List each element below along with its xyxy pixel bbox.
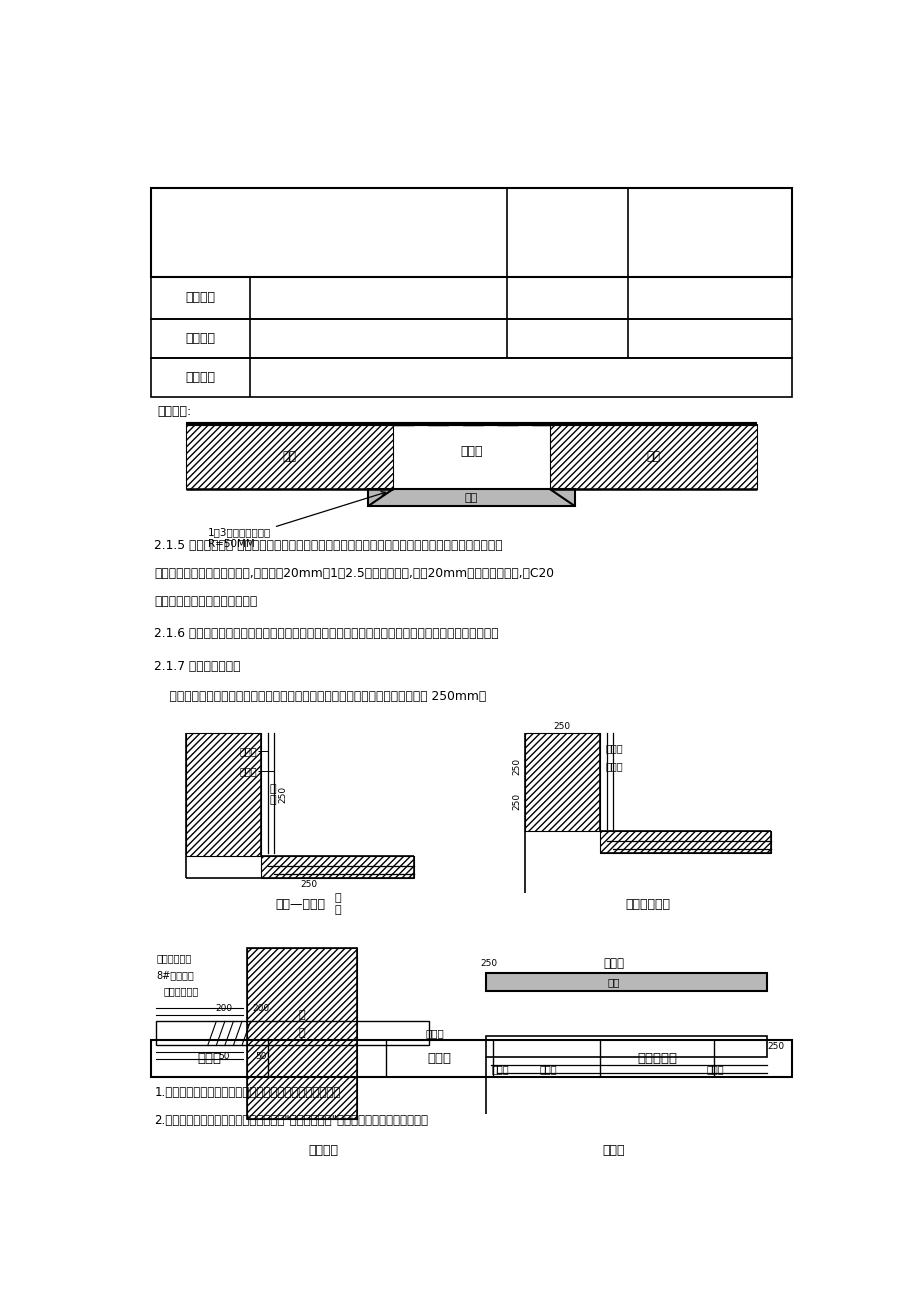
Text: 后浇带: 后浇带 xyxy=(460,445,482,458)
Text: 250: 250 xyxy=(301,880,317,888)
Bar xyxy=(186,424,392,490)
Text: 1：3水泥砂浆抹圆弧
R=50MM: 1：3水泥砂浆抹圆弧 R=50MM xyxy=(208,492,385,548)
Bar xyxy=(151,1040,791,1077)
Text: 聚氨酯密封膏: 聚氨酯密封膏 xyxy=(156,953,191,963)
Text: 外墙: 外墙 xyxy=(282,450,296,464)
Bar xyxy=(485,1036,766,1056)
Text: 250: 250 xyxy=(511,758,520,776)
Bar xyxy=(151,189,791,276)
Bar xyxy=(246,948,357,1118)
Text: 2.1.7 卷材附加层铺贴: 2.1.7 卷材附加层铺贴 xyxy=(154,660,241,673)
Text: 2.当做分项工程施工技术交底时，应填写"分项工程名称"栏，其它技术交底可不填写。: 2.当做分项工程施工技术交底时，应填写"分项工程名称"栏，其它技术交底可不填写。 xyxy=(154,1113,427,1126)
Bar xyxy=(261,855,414,878)
Text: 附加层: 附加层 xyxy=(491,1065,508,1074)
Bar xyxy=(368,490,574,506)
Bar xyxy=(599,831,770,853)
Text: 时凿除至混凝土密实部位为止,深度小于20mm用1：2.5水泥砂浆抹光,大于20mm时凿成向下斜口,用C20: 时凿除至混凝土密实部位为止,深度小于20mm用1：2.5水泥砂浆抹光,大于20m… xyxy=(154,568,553,581)
Text: 后浇带: 后浇带 xyxy=(602,1143,625,1156)
Text: 2.1.6 涂刷冷底子油：沿外墙面（至地下一层顶板）满刷冷底子油，涂刷要均匀，以结构不漏底为准。: 2.1.6 涂刷冷底子油：沿外墙面（至地下一层顶板）满刷冷底子油，涂刷要均匀，以… xyxy=(154,628,498,641)
Text: 后浇带: 后浇带 xyxy=(603,957,624,970)
Text: 盖板: 盖板 xyxy=(464,492,478,503)
Bar xyxy=(525,733,599,831)
Bar xyxy=(246,948,357,1118)
Text: 交底内容:: 交底内容: xyxy=(158,405,192,418)
Text: 250: 250 xyxy=(766,1042,784,1051)
Bar xyxy=(151,358,791,397)
Text: 盖板: 盖板 xyxy=(607,978,619,987)
Text: 1.本表由施工单位填写，交底单位与接受交底单位各保存。: 1.本表由施工单位填写，交底单位与接受交底单位各保存。 xyxy=(154,1086,340,1099)
Text: 结构墙阴阳角: 结构墙阴阳角 xyxy=(625,898,670,911)
Text: 交底人: 交底人 xyxy=(427,1052,451,1065)
Text: 卷材层: 卷材层 xyxy=(240,746,257,755)
Text: 细石混凝土浇筑密实，并养护。: 细石混凝土浇筑密实，并养护。 xyxy=(154,595,257,608)
Text: 250: 250 xyxy=(278,786,287,803)
Text: 8#铅丝绑扎: 8#铅丝绑扎 xyxy=(156,970,194,980)
Text: 50: 50 xyxy=(218,1052,230,1061)
Bar xyxy=(156,1022,428,1046)
Text: 工程名称: 工程名称 xyxy=(186,292,215,305)
Text: 交底提要: 交底提要 xyxy=(186,371,215,384)
Text: 附加层: 附加层 xyxy=(240,766,257,776)
Bar xyxy=(186,733,261,855)
Text: 250: 250 xyxy=(553,723,571,732)
Text: 施工单位: 施工单位 xyxy=(186,332,215,345)
Text: 审核人: 审核人 xyxy=(198,1052,221,1065)
Text: 2.1.5 其它细部处理 墙表面气泡孔等部位采用素水泥浆封闭。起砂、漏浆等部位及局部若有松散混凝土: 2.1.5 其它细部处理 墙表面气泡孔等部位采用素水泥浆封闭。起砂、漏浆等部位及… xyxy=(154,539,503,552)
Bar xyxy=(550,424,755,490)
Text: （刷防锈漆）: （刷防锈漆） xyxy=(164,987,199,996)
Text: 200: 200 xyxy=(253,1004,269,1013)
Text: 外: 外 xyxy=(299,1010,305,1021)
Text: 阴阳角、转角处、后浇带盖板拼缝、管根等细部节点部位加设附加层、单侧宽度 250mm。: 阴阳角、转角处、后浇带盖板拼缝、管根等细部节点部位加设附加层、单侧宽度 250m… xyxy=(154,690,486,703)
Bar xyxy=(151,276,791,319)
Text: 接受交底人: 接受交底人 xyxy=(636,1052,676,1065)
Text: 外墙: 外墙 xyxy=(646,450,660,464)
Bar xyxy=(485,974,766,991)
Text: 附加层: 附加层 xyxy=(706,1065,723,1074)
Text: 底板—墙转角: 底板—墙转角 xyxy=(275,898,325,911)
Text: 卷材层: 卷材层 xyxy=(539,1065,556,1074)
Text: 墙: 墙 xyxy=(299,1029,305,1039)
Text: 附加层: 附加层 xyxy=(605,760,622,771)
Text: 200: 200 xyxy=(215,1004,233,1013)
Text: 底
板: 底 板 xyxy=(335,893,341,915)
Text: 250: 250 xyxy=(480,960,496,969)
Text: 50: 50 xyxy=(255,1052,267,1061)
Text: 外
墙: 外 墙 xyxy=(269,784,276,805)
Bar xyxy=(151,319,791,358)
Text: 250: 250 xyxy=(511,793,520,810)
Text: 穿墙管: 穿墙管 xyxy=(425,1029,443,1039)
Text: 穿墙套管: 穿墙套管 xyxy=(308,1143,338,1156)
Text: 卷材层: 卷材层 xyxy=(605,742,622,753)
